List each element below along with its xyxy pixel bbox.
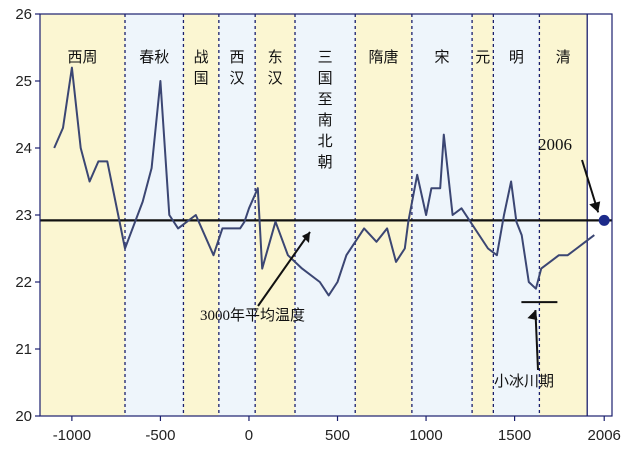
average-temperature-arrow [257,231,311,307]
x-tick-label-3: 500 [325,427,350,444]
y-axis: 20 21 22 23 24 25 26 [15,6,40,425]
x-axis: -1000 -500 0 500 1000 1500 2006 [53,416,621,444]
dynasty-label-0-0: 西周 [67,48,97,66]
dynasty-dividers [124,14,588,416]
y-tick-label-0: 20 [15,408,32,425]
band-tail [587,14,612,416]
dynasty-label-2-0: 战 [194,48,209,66]
dynasty-band-0 [40,14,126,416]
dynasty-band-6 [355,14,412,416]
dynasty-bands [40,14,612,416]
dynasty-label-8-0: 元 [475,48,490,66]
average-temperature-arrowhead [302,232,310,243]
dynasty-label-9-0: 明 [509,48,524,66]
dynasty-band-3 [218,14,256,416]
dynasty-band-5 [295,14,356,416]
little-ice-age-arrow [534,310,539,371]
dynasty-band-7 [411,14,473,416]
y-tick-label-5: 25 [15,73,32,90]
x-tick-label-1: -500 [145,427,175,444]
dynasty-label-5-2: 至 [318,90,333,108]
current-point-arrowhead [589,201,601,213]
dynasty-label-3-1: 汉 [230,69,245,87]
dynasty-label-6-0: 隋唐 [369,48,399,66]
dynasty-band-10 [539,14,588,416]
x-tick-label-2: 0 [245,427,253,444]
little-ice-age-arrowhead [527,310,538,321]
temperature-series-line [53,66,595,297]
y-tick-label-4: 24 [15,140,32,157]
x-tick-label-5: 1500 [498,427,531,444]
dynasty-label-5-4: 北 [318,132,333,150]
dynasty-band-8 [472,14,494,416]
dynasty-label-4-0: 东 [268,48,283,66]
dynasty-labels: 西周 春秋 战国西汉东汉三国至南北朝隋唐宋元明清 [67,48,570,171]
dynasty-label-1-0: 春秋 [139,48,169,66]
dynasty-label-4-1: 汉 [268,69,283,87]
dynasty-label-5-0: 三 [318,48,333,66]
dynasty-band-2 [183,14,219,416]
average-temperature-label: 3000年平均温度 [200,307,305,324]
x-tick-label-0: -1000 [53,427,91,444]
dynasty-label-5-3: 南 [318,111,333,129]
x-tick-label-4: 1000 [409,427,442,444]
dynasty-label-2-1: 国 [194,69,209,87]
y-tick-label-1: 21 [15,341,32,358]
y-tick-label-3: 23 [15,207,32,224]
x-tick-label-6: 2006 [588,427,621,444]
dynasty-label-5-1: 国 [318,69,333,87]
little-ice-age-label: 小冰川期 [494,373,554,390]
dynasty-label-10-0: 清 [556,48,571,66]
current-point-label: 2006 [538,135,572,154]
dynasty-label-5-5: 朝 [318,153,333,171]
dynasty-band-4 [255,14,296,416]
y-tick-label-2: 22 [15,274,32,291]
dynasty-label-3-0: 西 [230,48,245,66]
dynasty-label-7-0: 宋 [434,48,449,66]
plot-border [39,13,613,417]
dynasty-band-1 [125,14,184,416]
y-tick-label-6: 26 [15,6,32,23]
current-point-dot [598,214,610,226]
